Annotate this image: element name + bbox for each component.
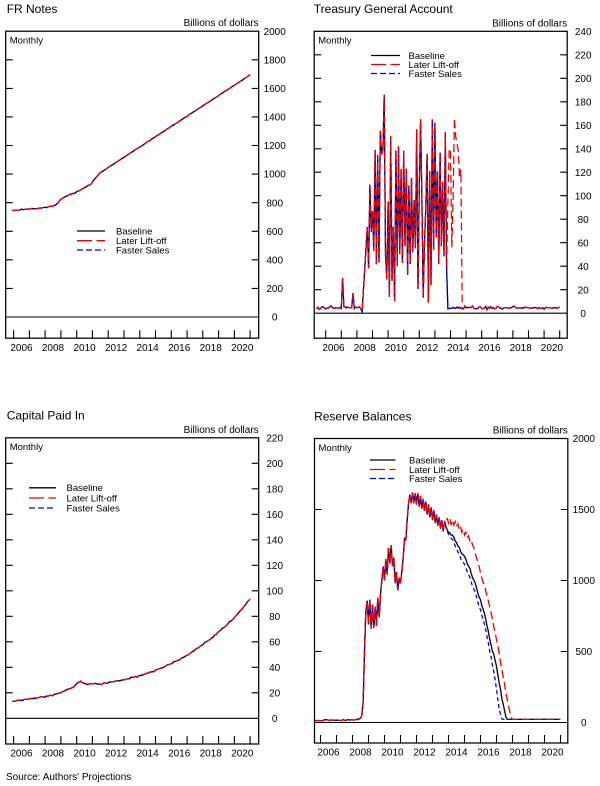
svg-text:Treasury General Account: Treasury General Account	[314, 2, 454, 16]
svg-text:Reserve Balances: Reserve Balances	[314, 409, 411, 423]
svg-text:Monthly: Monthly	[318, 36, 352, 47]
svg-text:2014: 2014	[445, 748, 468, 759]
svg-text:2012: 2012	[413, 748, 436, 759]
svg-text:Faster Sales: Faster Sales	[67, 503, 121, 514]
svg-text:Faster Sales: Faster Sales	[409, 474, 463, 485]
svg-text:Later Lift-off: Later Lift-off	[409, 465, 460, 476]
svg-text:2014: 2014	[136, 749, 159, 760]
svg-text:0: 0	[581, 718, 587, 729]
svg-text:2018: 2018	[510, 343, 533, 354]
svg-text:160: 160	[266, 510, 283, 521]
svg-text:2020: 2020	[231, 343, 254, 354]
svg-text:180: 180	[575, 97, 592, 108]
svg-text:20: 20	[269, 688, 281, 699]
svg-text:2010: 2010	[381, 748, 404, 759]
svg-text:1800: 1800	[264, 55, 287, 66]
svg-text:2012: 2012	[416, 343, 439, 354]
svg-text:40: 40	[269, 663, 281, 674]
svg-text:2012: 2012	[105, 749, 128, 760]
svg-text:2000: 2000	[573, 434, 596, 445]
svg-text:Baseline: Baseline	[116, 226, 152, 237]
svg-text:Later Lift-off: Later Lift-off	[409, 60, 460, 71]
svg-text:Baseline: Baseline	[67, 483, 103, 494]
svg-text:100: 100	[266, 586, 283, 597]
svg-text:1200: 1200	[264, 141, 287, 152]
svg-text:Billions of dollars: Billions of dollars	[493, 426, 568, 437]
svg-text:2016: 2016	[478, 343, 501, 354]
svg-text:0: 0	[272, 714, 278, 725]
svg-text:Faster Sales: Faster Sales	[409, 69, 463, 80]
svg-text:Monthly: Monthly	[319, 443, 353, 454]
svg-text:Billions of dollars: Billions of dollars	[184, 18, 259, 29]
svg-text:60: 60	[578, 238, 590, 249]
svg-text:2006: 2006	[10, 749, 33, 760]
svg-text:2006: 2006	[10, 343, 33, 354]
svg-text:0: 0	[272, 313, 278, 324]
svg-text:Later Lift-off: Later Lift-off	[67, 493, 118, 504]
svg-text:240: 240	[575, 27, 592, 38]
svg-text:2014: 2014	[136, 343, 159, 354]
svg-text:Capital Paid In: Capital Paid In	[7, 409, 85, 423]
svg-text:2018: 2018	[200, 343, 223, 354]
svg-text:Faster Sales: Faster Sales	[116, 245, 170, 256]
svg-text:800: 800	[266, 198, 283, 209]
svg-text:1600: 1600	[264, 84, 287, 95]
svg-text:100: 100	[575, 191, 592, 202]
svg-text:Monthly: Monthly	[10, 442, 44, 453]
svg-text:20: 20	[578, 285, 590, 296]
svg-text:Baseline: Baseline	[409, 51, 445, 62]
svg-text:2016: 2016	[168, 749, 191, 760]
svg-text:1500: 1500	[573, 505, 596, 516]
svg-text:500: 500	[575, 647, 592, 658]
svg-text:120: 120	[266, 561, 283, 572]
svg-text:0: 0	[580, 309, 586, 320]
svg-text:2010: 2010	[385, 343, 408, 354]
svg-text:120: 120	[575, 168, 592, 179]
svg-text:2008: 2008	[42, 343, 65, 354]
svg-text:600: 600	[266, 227, 283, 238]
svg-text:2008: 2008	[354, 343, 377, 354]
svg-text:2020: 2020	[541, 748, 564, 759]
svg-text:Source: Authors' Projections: Source: Authors' Projections	[6, 772, 131, 783]
svg-text:2008: 2008	[349, 748, 372, 759]
svg-text:140: 140	[266, 535, 283, 546]
svg-text:220: 220	[575, 50, 592, 61]
svg-text:Billions of dollars: Billions of dollars	[184, 425, 259, 436]
svg-text:Baseline: Baseline	[409, 455, 445, 466]
svg-text:2006: 2006	[322, 343, 345, 354]
svg-text:40: 40	[578, 262, 590, 273]
svg-text:1000: 1000	[573, 576, 596, 587]
svg-text:2010: 2010	[73, 749, 96, 760]
svg-text:2008: 2008	[42, 749, 65, 760]
svg-text:Monthly: Monthly	[10, 36, 44, 47]
svg-text:180: 180	[266, 484, 283, 495]
svg-text:200: 200	[266, 459, 283, 470]
svg-text:2006: 2006	[317, 748, 340, 759]
svg-text:2016: 2016	[168, 343, 191, 354]
svg-text:200: 200	[575, 74, 592, 85]
svg-text:2012: 2012	[105, 343, 128, 354]
svg-text:2020: 2020	[541, 343, 564, 354]
svg-text:2010: 2010	[73, 343, 96, 354]
svg-text:60: 60	[269, 637, 281, 648]
svg-text:2000: 2000	[264, 27, 287, 38]
svg-text:80: 80	[269, 612, 281, 623]
svg-text:160: 160	[575, 121, 592, 132]
svg-text:2016: 2016	[477, 748, 500, 759]
svg-text:2014: 2014	[447, 343, 470, 354]
svg-text:220: 220	[266, 433, 283, 444]
svg-text:FR Notes: FR Notes	[7, 2, 58, 16]
svg-text:1400: 1400	[264, 113, 287, 124]
svg-text:2018: 2018	[509, 748, 532, 759]
svg-text:400: 400	[266, 255, 283, 266]
svg-text:1000: 1000	[264, 170, 287, 181]
svg-text:2018: 2018	[200, 749, 223, 760]
svg-text:Later Lift-off: Later Lift-off	[116, 236, 167, 247]
svg-text:80: 80	[578, 215, 590, 226]
svg-text:200: 200	[266, 284, 283, 295]
svg-text:2020: 2020	[231, 749, 254, 760]
svg-text:Billions of dollars: Billions of dollars	[492, 18, 567, 29]
svg-text:140: 140	[575, 144, 592, 155]
